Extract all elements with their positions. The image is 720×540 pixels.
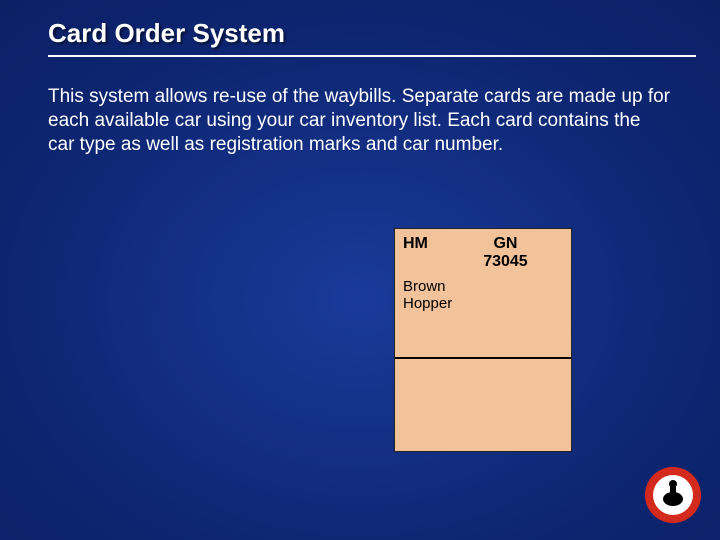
card-desc-line2: Hopper xyxy=(403,295,563,312)
slide-body: This system allows re-use of the waybill… xyxy=(0,57,720,156)
card-number: 73045 xyxy=(448,253,563,271)
card-desc-line1: Brown xyxy=(403,278,563,295)
card-registration: GN 73045 xyxy=(428,235,563,272)
card-description: Brown Hopper xyxy=(395,274,571,313)
great-northern-logo-icon xyxy=(644,466,702,524)
sample-card: HM GN 73045 Brown Hopper xyxy=(394,228,572,452)
card-type-code: HM xyxy=(403,235,428,272)
slide-title: Card Order System xyxy=(0,0,720,49)
card-road-mark: GN xyxy=(448,235,563,253)
card-divider xyxy=(395,357,571,359)
card-header-row: HM GN 73045 xyxy=(395,229,571,274)
